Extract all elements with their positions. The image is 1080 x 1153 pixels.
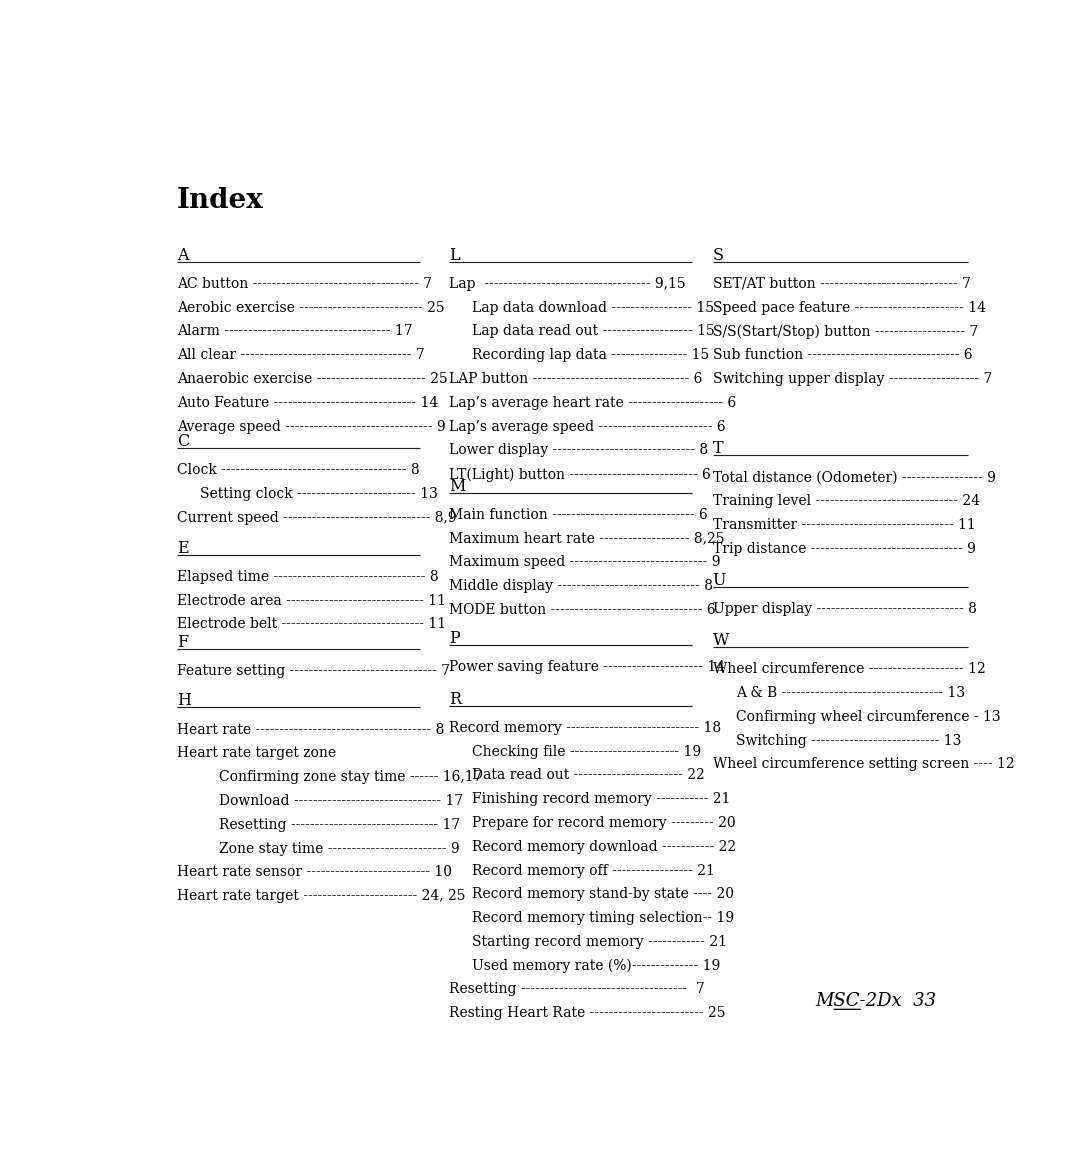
Text: Average speed ------------------------------- 9: Average speed --------------------------… — [177, 420, 445, 434]
Text: Feature setting ------------------------------- 7: Feature setting ------------------------… — [177, 664, 450, 678]
Text: Heart rate ------------------------------------- 8: Heart rate -----------------------------… — [177, 723, 444, 737]
Text: Auto Feature ------------------------------ 14: Auto Feature ---------------------------… — [177, 395, 438, 409]
Text: All clear ------------------------------------ 7: All clear ------------------------------… — [177, 348, 424, 362]
Text: Record memory stand-by state ---- 20: Record memory stand-by state ---- 20 — [472, 888, 734, 902]
Text: Switching upper display ------------------- 7: Switching upper display ----------------… — [713, 372, 991, 386]
Text: S: S — [713, 247, 724, 264]
Text: M: M — [449, 477, 465, 495]
Text: Checking file ----------------------- 19: Checking file ----------------------- 19 — [472, 745, 701, 759]
Text: Resting Heart Rate ------------------------ 25: Resting Heart Rate ---------------------… — [449, 1007, 726, 1020]
Text: Prepare for record memory --------- 20: Prepare for record memory --------- 20 — [472, 816, 735, 830]
Text: Training level ------------------------------ 24: Training level -------------------------… — [713, 495, 980, 508]
Text: A & B ---------------------------------- 13: A & B ----------------------------------… — [735, 686, 966, 700]
Text: W: W — [713, 632, 729, 649]
Text: P: P — [449, 631, 460, 647]
Text: Record memory off ----------------- 21: Record memory off ----------------- 21 — [472, 864, 715, 877]
Text: Trip distance -------------------------------- 9: Trip distance --------------------------… — [713, 542, 975, 556]
Text: L: L — [449, 247, 459, 264]
Text: Clock --------------------------------------- 8: Clock ----------------------------------… — [177, 464, 419, 477]
Text: Record memory download ----------- 22: Record memory download ----------- 22 — [472, 839, 737, 853]
Text: Wheel circumference setting screen ---- 12: Wheel circumference setting screen ---- … — [713, 758, 1014, 771]
Text: Used memory rate (%)-------------- 19: Used memory rate (%)-------------- 19 — [472, 958, 720, 973]
Text: Starting record memory ------------ 21: Starting record memory ------------ 21 — [472, 935, 727, 949]
Text: F: F — [177, 634, 188, 650]
Text: Total distance (Odometer) ----------------- 9: Total distance (Odometer) --------------… — [713, 470, 996, 484]
Text: Lower display ------------------------------ 8: Lower display --------------------------… — [449, 444, 708, 458]
Text: Wheel circumference -------------------- 12: Wheel circumference --------------------… — [713, 662, 985, 676]
Text: Data read out ----------------------- 22: Data read out ----------------------- 22 — [472, 768, 705, 783]
Text: Lap  ----------------------------------- 9,15: Lap ----------------------------------- … — [449, 277, 686, 291]
Text: SET/AT button ----------------------------- 7: SET/AT button --------------------------… — [713, 277, 971, 291]
Text: LT(Light) button --------------------------- 6: LT(Light) button -----------------------… — [449, 467, 711, 482]
Text: Lap data download ----------------- 15: Lap data download ----------------- 15 — [472, 301, 715, 315]
Text: Lap’s average heart rate -------------------- 6: Lap’s average heart rate ---------------… — [449, 395, 737, 409]
Text: Recording lap data ---------------- 15: Recording lap data ---------------- 15 — [472, 348, 710, 362]
Text: MSC-2Dx  33: MSC-2Dx 33 — [815, 993, 936, 1010]
Text: Index: Index — [177, 187, 264, 214]
Text: Setting clock ------------------------- 13: Setting clock ------------------------- … — [200, 487, 438, 502]
Text: LAP button --------------------------------- 6: LAP button -----------------------------… — [449, 372, 702, 386]
Text: Sub function -------------------------------- 6: Sub function ---------------------------… — [713, 348, 972, 362]
Text: E: E — [177, 540, 189, 557]
Text: Maximum heart rate ------------------- 8,25: Maximum heart rate ------------------- 8… — [449, 532, 725, 545]
Text: Resetting ------------------------------- 17: Resetting ------------------------------… — [218, 817, 460, 831]
Text: Elapsed time -------------------------------- 8: Elapsed time ---------------------------… — [177, 570, 438, 583]
Text: T: T — [713, 440, 724, 458]
Text: C: C — [177, 434, 189, 450]
Text: H: H — [177, 692, 191, 709]
Text: A: A — [177, 247, 188, 264]
Text: Switching --------------------------- 13: Switching --------------------------- 13 — [735, 733, 961, 747]
Text: Electrode area ----------------------------- 11: Electrode area -------------------------… — [177, 594, 446, 608]
Text: Current speed ------------------------------- 8,9: Current speed --------------------------… — [177, 511, 457, 525]
Text: Anaerobic exercise ----------------------- 25: Anaerobic exercise ---------------------… — [177, 372, 447, 386]
Text: Download ------------------------------- 17: Download -------------------------------… — [218, 794, 463, 808]
Text: Aerobic exercise -------------------------- 25: Aerobic exercise -----------------------… — [177, 301, 445, 315]
Text: U: U — [713, 572, 726, 589]
Text: Electrode belt ------------------------------ 11: Electrode belt -------------------------… — [177, 617, 446, 632]
Text: Lap’s average speed ------------------------ 6: Lap’s average speed --------------------… — [449, 420, 726, 434]
Text: Zone stay time ------------------------- 9: Zone stay time -------------------------… — [218, 842, 459, 856]
Text: Record memory ---------------------------- 18: Record memory --------------------------… — [449, 721, 721, 734]
Text: S/S(Start/Stop) button ------------------- 7: S/S(Start/Stop) button -----------------… — [713, 324, 977, 339]
Text: MODE button -------------------------------- 6: MODE button ----------------------------… — [449, 603, 715, 617]
Text: Confirming zone stay time ------ 16,17: Confirming zone stay time ------ 16,17 — [218, 770, 482, 784]
Text: Confirming wheel circumference - 13: Confirming wheel circumference - 13 — [735, 710, 1000, 724]
Text: Transmitter -------------------------------- 11: Transmitter ----------------------------… — [713, 518, 975, 532]
Text: Lap data read out ------------------- 15: Lap data read out ------------------- 15 — [472, 324, 715, 339]
Text: Alarm ----------------------------------- 17: Alarm ----------------------------------… — [177, 324, 413, 339]
Text: Main function ------------------------------ 6: Main function --------------------------… — [449, 507, 707, 521]
Text: Heart rate target ------------------------ 24, 25: Heart rate target ----------------------… — [177, 889, 465, 903]
Text: Upper display ------------------------------- 8: Upper display --------------------------… — [713, 602, 976, 616]
Text: AC button ----------------------------------- 7: AC button ------------------------------… — [177, 277, 432, 291]
Text: Speed pace feature ----------------------- 14: Speed pace feature ---------------------… — [713, 301, 986, 315]
Text: Record memory timing selection-- 19: Record memory timing selection-- 19 — [472, 911, 734, 925]
Text: Heart rate sensor -------------------------- 10: Heart rate sensor ----------------------… — [177, 865, 451, 880]
Text: Middle display ------------------------------ 8: Middle display -------------------------… — [449, 579, 713, 593]
Text: Finishing record memory ----------- 21: Finishing record memory ----------- 21 — [472, 792, 731, 806]
Text: Resetting -----------------------------------  7: Resetting ------------------------------… — [449, 982, 704, 996]
Text: Power saving feature --------------------- 14: Power saving feature -------------------… — [449, 661, 725, 675]
Text: Heart rate target zone: Heart rate target zone — [177, 746, 336, 760]
Text: Maximum speed ----------------------------- 9: Maximum speed --------------------------… — [449, 556, 720, 570]
Text: R: R — [449, 691, 461, 708]
